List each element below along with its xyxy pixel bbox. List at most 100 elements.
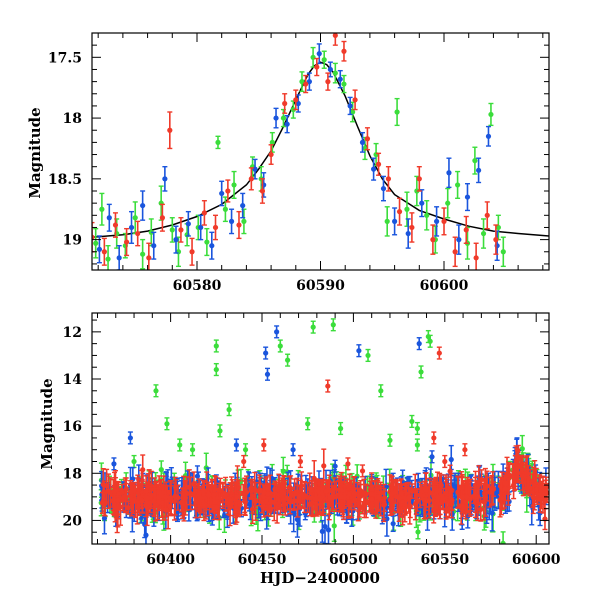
top-plot-area [89, 26, 549, 273]
bottom-green-outlier-marker [338, 426, 343, 431]
top-red-point [441, 208, 446, 235]
top-blue-point-marker [348, 103, 353, 108]
bottom-green-outlier [278, 340, 283, 352]
top-red-point-marker [314, 64, 319, 69]
top-green-point [99, 193, 104, 225]
top-y-axis-label: Magnitude [26, 107, 44, 198]
bottom-blue-point-marker [490, 510, 495, 515]
top-blue-point [140, 191, 145, 220]
bottom-green-outlier [227, 404, 232, 416]
top-green-point-marker [385, 219, 390, 224]
top-blue-point-marker [476, 168, 481, 173]
top-red-point-marker [146, 255, 151, 260]
bottom-green-outlier [214, 340, 219, 352]
top-green-point [231, 172, 236, 199]
bottom-green-outlier-marker [311, 325, 316, 330]
bottom-blue-outlier-marker [356, 348, 361, 353]
bottom-blue-outlier [356, 345, 361, 357]
top-red-point-marker [202, 210, 207, 215]
top-blue-point-marker [162, 176, 167, 181]
bottom-green-outlier-marker [164, 421, 169, 426]
top-green-point [455, 172, 460, 199]
top-red-point-marker [124, 239, 129, 244]
bottom-green-point-marker [415, 529, 420, 534]
top-red-point-marker [113, 222, 118, 227]
bottom-green-outlier-marker [285, 358, 290, 363]
bottom-blue-outlier [111, 458, 116, 470]
bottom-blue-outlier-marker [429, 454, 434, 459]
bottom-green-outlier-marker [365, 353, 370, 358]
top-red-point-marker [249, 176, 254, 181]
top-blue-point [381, 176, 386, 200]
top-blue-point [456, 225, 461, 254]
top-green-point [105, 246, 110, 273]
bottom-green-outlier-marker [415, 442, 420, 447]
top-blue-point [162, 167, 167, 191]
top-y-tick-label: 18.5 [48, 172, 82, 188]
top-blue-point [229, 209, 234, 233]
bottom-blue-outlier-marker [263, 350, 268, 355]
bottom-red-point-marker [321, 463, 326, 468]
top-green-point-marker [488, 112, 493, 117]
top-green-point-marker [105, 256, 110, 261]
top-red-point-marker [417, 176, 422, 181]
top-green-point-marker [223, 207, 228, 212]
bottom-blue-point-marker [322, 524, 327, 529]
top-green-point-marker [241, 219, 246, 224]
top-blue-point-marker [97, 247, 102, 252]
top-red-point-marker [474, 255, 479, 260]
bottom-blue-outlier [274, 326, 279, 338]
bottom-blue-point-marker [320, 529, 325, 534]
top-red-point-marker [397, 209, 402, 214]
bottom-green-outlier-marker [227, 407, 232, 412]
top-blue-point-marker [219, 191, 224, 196]
top-green-point [481, 219, 486, 248]
top-blue-point-marker [392, 219, 397, 224]
top-green-point-marker [99, 207, 104, 212]
top-blue-point [446, 158, 451, 187]
bottom-green-outlier [311, 321, 316, 333]
top-blue-point-marker [117, 255, 122, 260]
bottom-blue-outlier [263, 347, 268, 359]
top-green-point-marker [445, 201, 450, 206]
bottom-green-outlier-marker [243, 447, 248, 452]
top-red-point [146, 243, 151, 272]
top-blue-point-marker [465, 194, 470, 199]
bottom-green-outlier-marker [217, 428, 222, 433]
top-red-point [189, 238, 194, 265]
top-blue-point-marker [229, 219, 234, 224]
top-blue-point-marker [317, 51, 322, 56]
top-green-point-marker [170, 227, 175, 232]
top-red-point-marker [135, 231, 140, 236]
top-red-point [409, 213, 414, 242]
bottom-green-outlier-marker [428, 339, 433, 344]
top-y-tick-label: 18 [63, 111, 82, 127]
top-green-point [140, 240, 145, 269]
top-blue-point-marker [406, 231, 411, 236]
top-red-point-marker [453, 249, 458, 254]
bottom-green-outlier [217, 425, 222, 437]
bottom-green-outlier-marker [190, 447, 195, 452]
top-blue-point-marker [273, 115, 278, 120]
top-blue-point [117, 246, 122, 270]
top-red-point-marker [352, 97, 357, 102]
top-red-point-marker [160, 215, 165, 220]
top-red-point-marker [341, 49, 346, 54]
top-blue-point-marker [371, 167, 376, 172]
bottom-green-outlier [177, 439, 182, 451]
top-red-point [236, 212, 241, 239]
top-y-tick-label: 19 [63, 233, 82, 249]
top-red-point-marker [102, 249, 107, 254]
top-x-tick-label: 60580 [173, 278, 222, 294]
bottom-y-axis-label: Magnitude [38, 378, 56, 469]
top-blue-point-marker [360, 140, 365, 145]
top-red-point-marker [178, 227, 183, 232]
top-blue-point-marker [129, 225, 134, 230]
bottom-green-point-marker [159, 467, 164, 472]
top-red-point [167, 112, 172, 148]
bottom-blue-outlier-marker [128, 435, 133, 440]
top-green-point-marker [93, 241, 98, 246]
